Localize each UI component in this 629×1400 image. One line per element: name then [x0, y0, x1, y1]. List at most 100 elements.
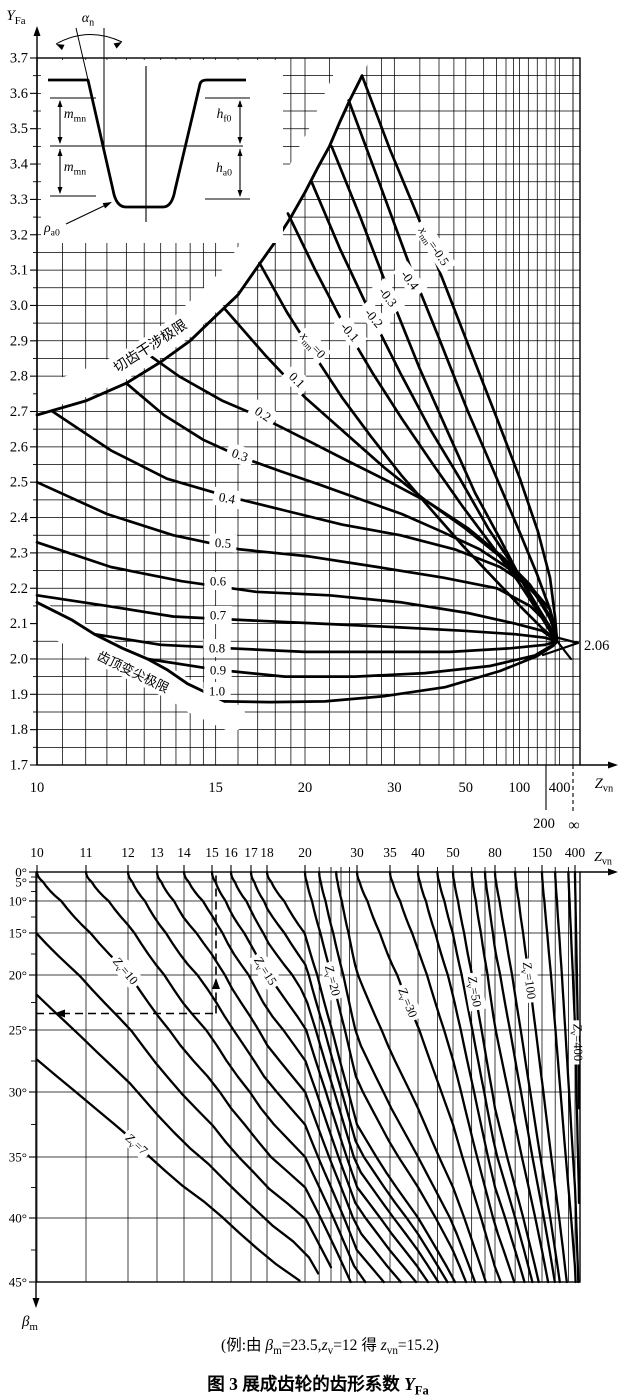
- curve-label-xnm-0.1-bg: [280, 363, 314, 397]
- y-tick-label: 2.7: [10, 404, 28, 420]
- curve-zv-7: [35, 1058, 301, 1282]
- example-arrow-up: [212, 978, 220, 989]
- limit-label-tip-pointing-limit-bg: [90, 645, 176, 699]
- curve-label-zv-50: Zv=50: [462, 971, 487, 1012]
- y-tick-label: 3.0: [10, 298, 28, 314]
- x-tick-label: 50: [459, 780, 474, 796]
- y-tick-label: 2.1: [10, 616, 28, 632]
- y-tick-label: 35°: [9, 1150, 27, 1165]
- curve-xnm-0.3: [124, 381, 559, 643]
- curve-label-xnm-0.1: 0.1: [280, 363, 314, 397]
- curve-label-xnm-0.5-bg: [208, 533, 238, 553]
- curve-zv-17: [249, 870, 449, 1284]
- curve-zv-40: [416, 870, 526, 1284]
- curve-zv-30: [355, 870, 502, 1284]
- y-tick-label: 15°: [9, 926, 27, 941]
- x-tick-label-200: 200: [533, 816, 555, 832]
- curve-label-zv-20-text: Zv=20: [320, 964, 343, 998]
- x-axis-arrow: [608, 761, 618, 769]
- curve-xnm-0.7: [35, 593, 559, 643]
- y-tick-label: 1.9: [10, 687, 28, 703]
- curve-label-zv-30-text: Zv=30: [393, 986, 420, 1021]
- curve-xnm-0.8: [93, 632, 559, 654]
- curve-label-zv-7-bg: [119, 1127, 155, 1161]
- curve-label-xnm--0.3-bg: [370, 278, 406, 316]
- curve-label-xnm-0.8: 0.8: [203, 639, 231, 657]
- x-tick-label: 20: [298, 780, 313, 796]
- curve-label-xnm-0.2: 0.2: [246, 399, 280, 429]
- curve-xnm-0.4: [51, 410, 559, 643]
- alpha-arc-arrow-right: [113, 42, 122, 49]
- y-tick-label: 3.6: [10, 86, 28, 102]
- y-axis-label-YFa: YFa: [6, 8, 25, 27]
- y-tick-label: 40°: [9, 1211, 27, 1226]
- curve-label-xnm-0.6: 0.6: [204, 572, 232, 590]
- y-tick-label: 3.7: [10, 51, 28, 67]
- curve-label-xnm-0.3: 0.3: [224, 441, 256, 469]
- top-chart-axes: YFa 3.7 3.6 3.5 3.4 3.3 3.2 3.1 3.0 2.9 2.8 2.7 2.6 2…: [6, 8, 618, 834]
- x-axis-label-Zvn: Zvn: [595, 776, 614, 795]
- curve-label-xnm-0.7-bg: [204, 606, 232, 624]
- curve-zv-35: [388, 870, 516, 1284]
- y-tick-label: 3.4: [10, 157, 29, 173]
- curve-label-zv-400-bg: [568, 1020, 588, 1065]
- bottom-chart-axes: 10 11 12 13 14 15 16 17 18 20 30 35 40 50 80 150 400 Zvn 0…: [9, 845, 618, 1333]
- y-tick-label: 2.0: [10, 651, 28, 667]
- y-tick-label: 20°: [9, 968, 27, 983]
- curve-label-xnm-1: 1.0: [203, 682, 231, 700]
- curve-label-zv-100-bg: [517, 957, 542, 1004]
- curve-zv-10: [35, 870, 352, 1284]
- inset-label-m-mn-bottom: mmn: [64, 159, 86, 177]
- curve-label-xnm-0.5-text: 0.5: [214, 535, 231, 551]
- y-tick-label: 10°: [9, 894, 27, 909]
- curve-label-zv-15-bg: [248, 950, 284, 992]
- inset-label-h-a0: ha0: [216, 160, 232, 178]
- x-tick-label: 15: [208, 780, 223, 796]
- curve-label-xnm-0.6-text: 0.6: [210, 573, 227, 588]
- inset-label-rho-a0: ρa0: [43, 220, 60, 238]
- x-tick-label: 40: [411, 845, 425, 860]
- y-tick-label: 25°: [9, 1023, 27, 1038]
- curve-label-zv-30: Zv=30: [392, 981, 424, 1024]
- curve-label-xnm-1-bg: [203, 682, 231, 700]
- curve-zv-300: [567, 870, 581, 1204]
- figure-title-text: 图 3 展成齿轮的齿形系数 YFa: [207, 1374, 429, 1397]
- x-tick-label: 30: [387, 780, 402, 796]
- y-tick-label: 3.5: [10, 121, 28, 137]
- convergence-pointer-upper: [553, 635, 580, 645]
- curve-zv-16: [229, 870, 440, 1284]
- example-construction-lines: [36, 872, 220, 1018]
- beta-axis-label: βm: [21, 1314, 38, 1333]
- curve-label-xnm-0.2-bg: [246, 399, 280, 429]
- beta-axis-arrow: [32, 1298, 40, 1308]
- x-tick-label: 400: [549, 780, 571, 796]
- convergence-overshoot: [555, 639, 573, 661]
- rack-tooth-profile: [48, 78, 246, 209]
- curve-zv-45: [436, 870, 534, 1284]
- x-tick-label: 400: [565, 845, 586, 860]
- rack-cutter-inset-diagram: αn mmn mmn hf0 ha0 ρa0: [41, 11, 283, 243]
- y-tick-label: 2.5: [10, 475, 28, 491]
- curve-zv-15: [210, 870, 430, 1284]
- dim-arrow: [237, 137, 243, 144]
- curve-label-xnm-0.4-bg: [212, 486, 242, 510]
- curve-zv-12: [126, 870, 385, 1284]
- curve-zv-100: [513, 870, 568, 1284]
- curve-label-xnm-0.6-bg: [204, 572, 232, 590]
- curve-zv-200: [554, 870, 580, 1284]
- curve-label-xnm-0.3-text: 0.3: [230, 445, 250, 465]
- x-tick-label: 150: [532, 845, 553, 860]
- y-tick-label: 45°: [9, 1275, 27, 1290]
- x-tick-label: 80: [488, 845, 502, 860]
- curve-zv-25: [335, 870, 487, 1284]
- rho-leader-line: [65, 202, 111, 225]
- x-tick-label: 100: [509, 780, 531, 796]
- curve-label-zv-10-bg: [106, 950, 145, 991]
- curve-xnm-0.5: [35, 480, 559, 643]
- curve-label-xnm-0.7: 0.7: [204, 606, 232, 624]
- curve-label-xnm-0.8-text: 0.8: [209, 640, 225, 655]
- curve-label-xnm-0.9-text: 0.9: [210, 662, 226, 677]
- x-tick-label: 18: [260, 845, 274, 860]
